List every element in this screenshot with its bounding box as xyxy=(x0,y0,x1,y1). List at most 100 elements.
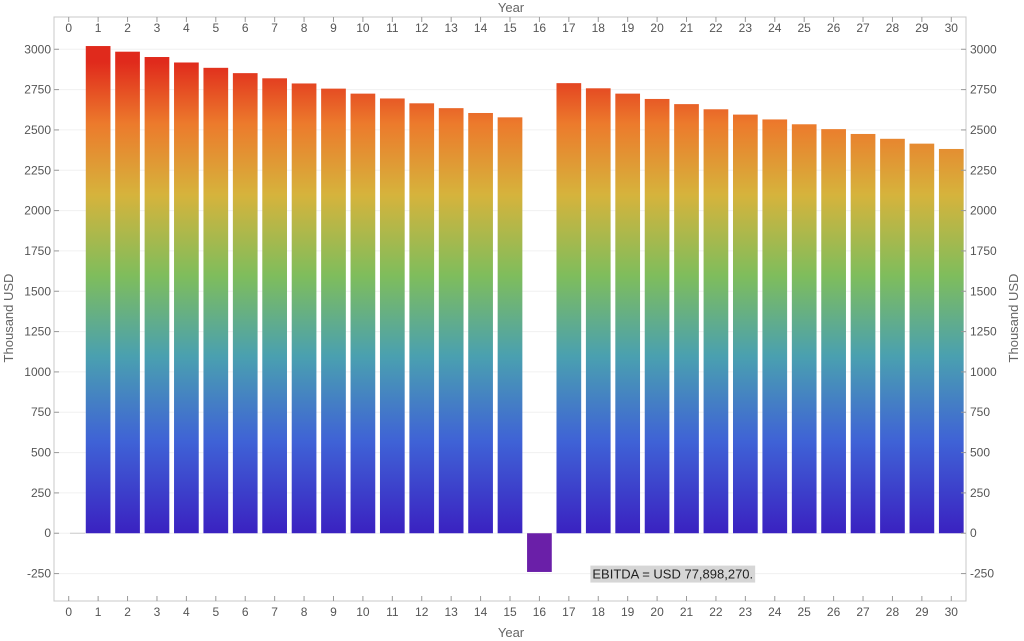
x-tick-label-top-0: 0 xyxy=(65,21,72,35)
x-tick-label-bottom-2: 2 xyxy=(124,605,131,619)
x-tick-label-bottom-16: 16 xyxy=(533,605,547,619)
x-tick-label-bottom-11: 11 xyxy=(386,605,399,619)
x-tick-label-bottom-7: 7 xyxy=(271,605,278,619)
x-tick-label-bottom-6: 6 xyxy=(242,605,249,619)
x-tick-label-top-7: 7 xyxy=(271,21,278,35)
x-tick-label-bottom-14: 14 xyxy=(474,605,488,619)
x-tick-label-top-4: 4 xyxy=(183,21,190,35)
x-tick-label-bottom-22: 22 xyxy=(709,605,723,619)
bar-year-11 xyxy=(379,98,405,534)
y-tick-label-left-2000: 2000 xyxy=(24,204,51,218)
x-tick-label-bottom-5: 5 xyxy=(212,605,219,619)
x-tick-label-top-29: 29 xyxy=(915,21,929,35)
ticks xyxy=(54,17,966,601)
x-tick-label-bottom-19: 19 xyxy=(621,605,635,619)
x-tick-label-top-1: 1 xyxy=(95,21,102,35)
x-tick-label-bottom-20: 20 xyxy=(650,605,664,619)
y-tick-label-right-500: 500 xyxy=(970,446,990,460)
bar-year-19 xyxy=(615,93,641,534)
x-tick-label-top-17: 17 xyxy=(562,21,576,35)
y-tick-label-left-1500: 1500 xyxy=(24,284,51,298)
bar-year-27 xyxy=(850,133,876,534)
bar-year-16 xyxy=(527,533,552,572)
y-tick-label-left-2250: 2250 xyxy=(24,163,51,177)
x-tick-label-bottom-30: 30 xyxy=(945,605,959,619)
x-tick-label-bottom-13: 13 xyxy=(444,605,458,619)
y-tick-label-right-1250: 1250 xyxy=(970,325,997,339)
bar-year-25 xyxy=(791,124,817,534)
y-tick-label-right-750: 750 xyxy=(970,405,990,419)
x-tick-label-top-20: 20 xyxy=(650,21,664,35)
y-tick-label-right-250: 250 xyxy=(970,486,990,500)
x-tick-label-bottom-26: 26 xyxy=(827,605,841,619)
y-tick-label-right-1500: 1500 xyxy=(970,284,997,298)
y-tick-label-left-1750: 1750 xyxy=(24,244,51,258)
y-axis-title-left: Thousand USD xyxy=(1,274,16,363)
y-tick-label-right-2000: 2000 xyxy=(970,204,997,218)
y-tick-label-right-2750: 2750 xyxy=(970,83,997,97)
bar-year-2 xyxy=(115,51,140,534)
x-tick-label-top-11: 11 xyxy=(386,21,399,35)
x-tick-label-top-9: 9 xyxy=(330,21,337,35)
x-tick-label-bottom-15: 15 xyxy=(503,605,517,619)
bar-year-24 xyxy=(762,119,788,534)
x-tick-label-bottom-23: 23 xyxy=(739,605,753,619)
bar-year-15 xyxy=(497,117,523,534)
bar-year-28 xyxy=(880,138,905,534)
annotation-background xyxy=(590,565,756,583)
x-tick-label-top-25: 25 xyxy=(798,21,812,35)
bar-year-3 xyxy=(144,57,170,534)
x-tick-label-top-21: 21 xyxy=(680,21,694,35)
y-tick-label-left-3000: 3000 xyxy=(24,42,51,56)
x-tick-label-top-22: 22 xyxy=(709,21,723,35)
bar-year-14 xyxy=(468,112,493,534)
bar-year-7 xyxy=(262,78,288,534)
x-tick-label-top-12: 12 xyxy=(415,21,429,35)
bar-year-6 xyxy=(232,73,258,534)
y-tick-label-right-2500: 2500 xyxy=(970,123,997,137)
x-tick-label-top-15: 15 xyxy=(503,21,517,35)
x-tick-label-bottom-12: 12 xyxy=(415,605,429,619)
y-tick-label-right-2250: 2250 xyxy=(970,163,997,177)
tick-labels: 0011223344556677889910101111121213131414… xyxy=(24,21,997,619)
x-tick-label-bottom-9: 9 xyxy=(330,605,337,619)
x-tick-label-bottom-21: 21 xyxy=(680,605,694,619)
bar-year-29 xyxy=(909,143,935,534)
bar-year-5 xyxy=(203,67,229,534)
x-tick-label-bottom-17: 17 xyxy=(562,605,576,619)
x-tick-label-top-14: 14 xyxy=(474,21,488,35)
y-tick-label-left-500: 500 xyxy=(31,446,51,460)
y-tick-label-right-0: 0 xyxy=(970,526,977,540)
x-tick-label-top-5: 5 xyxy=(212,21,219,35)
bar-year-13 xyxy=(438,108,464,534)
y-tick-label-left-250: 250 xyxy=(31,486,51,500)
bar-year-18 xyxy=(585,88,611,534)
x-tick-label-top-13: 13 xyxy=(444,21,458,35)
x-tick-label-top-27: 27 xyxy=(856,21,870,35)
x-tick-label-top-6: 6 xyxy=(242,21,249,35)
x-tick-label-top-10: 10 xyxy=(356,21,370,35)
bar-year-4 xyxy=(174,62,199,534)
bar-year-17 xyxy=(556,83,582,534)
x-tick-label-top-2: 2 xyxy=(124,21,131,35)
x-tick-label-bottom-28: 28 xyxy=(886,605,900,619)
y-tick-label-left-750: 750 xyxy=(31,405,51,419)
x-axis-title-top: Year xyxy=(498,0,525,15)
x-tick-label-bottom-0: 0 xyxy=(65,605,72,619)
y-tick-label-right--250: -250 xyxy=(970,567,994,581)
x-tick-label-bottom-3: 3 xyxy=(154,605,161,619)
x-tick-label-top-19: 19 xyxy=(621,21,635,35)
bar-year-9 xyxy=(321,88,346,534)
x-tick-label-top-23: 23 xyxy=(739,21,753,35)
bar-year-30 xyxy=(938,148,964,534)
bar-year-20 xyxy=(644,98,670,534)
bars xyxy=(85,46,964,572)
x-tick-label-top-3: 3 xyxy=(154,21,161,35)
x-tick-label-bottom-25: 25 xyxy=(798,605,812,619)
ebitda-annotation: EBITDA = USD 77,898,270. xyxy=(590,565,756,583)
x-tick-label-top-18: 18 xyxy=(592,21,606,35)
bar-year-23 xyxy=(732,114,758,534)
x-tick-label-bottom-29: 29 xyxy=(915,605,929,619)
bar-year-8 xyxy=(291,83,317,534)
